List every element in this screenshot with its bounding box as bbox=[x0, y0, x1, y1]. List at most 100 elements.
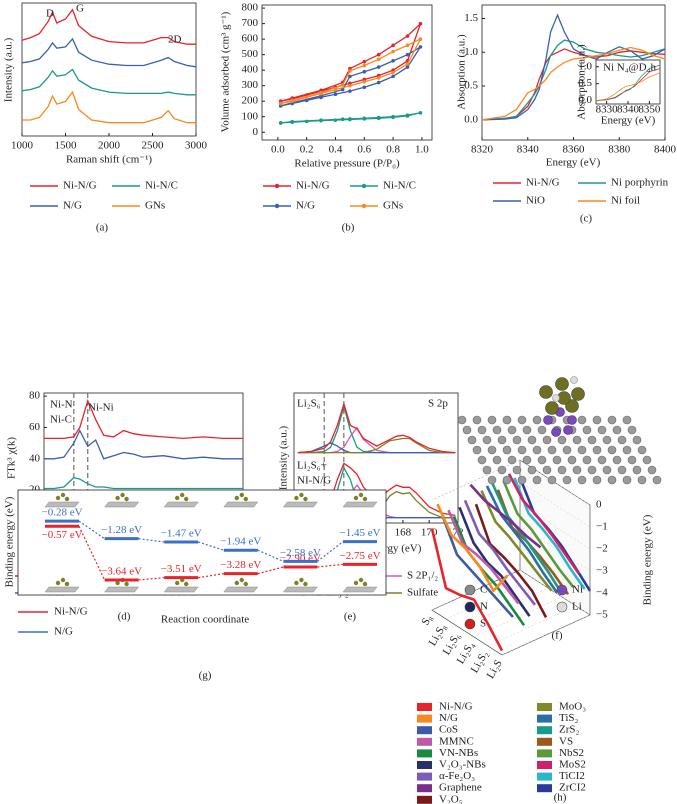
sulfur-atom bbox=[539, 385, 553, 399]
x-axis-title: Energy (eV) bbox=[546, 157, 601, 169]
data-point bbox=[348, 83, 352, 88]
y-tick-label: −3 bbox=[596, 565, 608, 577]
line-series bbox=[22, 90, 196, 124]
carbon-atom bbox=[592, 475, 602, 485]
x-tick-label: 1.0 bbox=[415, 144, 429, 156]
carbon-atom bbox=[587, 465, 597, 475]
legend-swatch bbox=[537, 749, 552, 758]
data-point bbox=[340, 87, 345, 92]
connector bbox=[198, 573, 224, 579]
x-tick-label: 8380 bbox=[608, 144, 631, 156]
y-tick-label: 0.5 bbox=[578, 77, 592, 89]
carbon-atom bbox=[602, 435, 612, 445]
x-tick-label: 2500 bbox=[142, 140, 165, 152]
structure-icon bbox=[163, 586, 199, 593]
line-series bbox=[595, 64, 661, 101]
carbon-atom bbox=[482, 465, 492, 475]
structure-atom bbox=[115, 495, 120, 501]
structure-atom bbox=[358, 492, 364, 498]
carbon-atom bbox=[482, 435, 492, 445]
data-point bbox=[391, 114, 395, 119]
carbon-atom bbox=[502, 445, 512, 455]
y-tick-label: 300 bbox=[242, 79, 259, 91]
structure-icon bbox=[282, 501, 318, 508]
carbon-atom bbox=[542, 435, 552, 445]
data-point bbox=[405, 113, 410, 117]
value-label: −0.28 eV bbox=[41, 507, 82, 519]
line-series bbox=[491, 482, 564, 596]
carbon-atom bbox=[497, 435, 507, 445]
y-tick-label: 1.0 bbox=[464, 46, 478, 58]
data-point bbox=[278, 101, 283, 106]
y-axis-title: Intensity (a.u.) bbox=[278, 425, 290, 490]
legend-label: Ni bbox=[572, 584, 583, 596]
carbon-atom bbox=[512, 435, 522, 445]
line-series bbox=[21, 37, 197, 68]
data-point bbox=[405, 52, 410, 57]
value-label: −1.47 eV bbox=[161, 528, 202, 540]
carbon-atom bbox=[502, 415, 512, 425]
value-label: −1.28 eV bbox=[101, 524, 142, 536]
structure-atom bbox=[353, 495, 359, 501]
carbon-atom bbox=[557, 435, 567, 445]
legend-atom bbox=[556, 584, 568, 596]
carbon-atom bbox=[527, 465, 537, 475]
data-point bbox=[376, 57, 381, 62]
y-tick-label: 1.5 bbox=[464, 12, 478, 24]
carbon-atom bbox=[492, 425, 502, 435]
carbon-atom bbox=[562, 475, 572, 485]
structure-icon bbox=[44, 501, 80, 508]
carbon-atom bbox=[577, 415, 587, 425]
x-tick-label: 0.0 bbox=[271, 144, 285, 156]
legend-swatch bbox=[537, 703, 552, 711]
x-tick-label: 8340 bbox=[617, 104, 640, 116]
legend-label: NiO bbox=[526, 195, 545, 207]
annotation: G bbox=[76, 3, 84, 15]
legend-label: Ni-N/G bbox=[54, 606, 88, 618]
carbon-atom bbox=[537, 425, 547, 435]
line-series bbox=[502, 480, 575, 589]
carbon-atom bbox=[567, 455, 577, 465]
structure-atom bbox=[55, 580, 61, 586]
carbon-atom bbox=[597, 425, 607, 435]
line-series bbox=[507, 473, 581, 575]
line-series bbox=[44, 398, 243, 440]
legend-swatch bbox=[537, 714, 552, 723]
nickel-atom bbox=[543, 415, 553, 425]
legend-label: VS bbox=[559, 735, 573, 747]
carbon-atom bbox=[577, 475, 587, 485]
carbon-atom bbox=[487, 445, 497, 455]
structure-atom bbox=[64, 581, 70, 587]
carbon-atom bbox=[462, 425, 472, 435]
y-tick-label: 400 bbox=[242, 64, 259, 76]
structure-atom bbox=[234, 495, 239, 501]
annotation: S 2p bbox=[428, 398, 448, 410]
data-point bbox=[376, 80, 381, 85]
annotation: Ni N₄@D₄h bbox=[603, 62, 656, 74]
x-tick-label: 8330 bbox=[596, 104, 619, 116]
value-label: −3.51 eV bbox=[161, 563, 202, 575]
legend-label: GNs bbox=[145, 200, 165, 212]
y-tick-label: 1.0 bbox=[578, 60, 592, 72]
carbon-atom bbox=[547, 445, 557, 455]
legend-label: MMNC bbox=[439, 735, 474, 747]
grid-line bbox=[519, 525, 591, 572]
annotation: Ni-N bbox=[50, 399, 73, 411]
legend-label: Li bbox=[572, 601, 582, 613]
y-tick-label: 100 bbox=[242, 110, 259, 122]
carbon-atom bbox=[542, 465, 552, 475]
legend-atom bbox=[556, 601, 568, 613]
structure-atom bbox=[64, 496, 70, 502]
depth-grid bbox=[501, 614, 591, 656]
carbon-atom bbox=[532, 445, 542, 455]
legend-swatch bbox=[417, 772, 432, 781]
carbon-atom bbox=[557, 465, 567, 475]
y-tick-label: −5 bbox=[596, 609, 608, 621]
y-tick-label: 0 bbox=[596, 499, 602, 511]
data-point bbox=[340, 117, 345, 122]
line-series bbox=[280, 37, 422, 105]
legend-label: Ni-N/C bbox=[383, 180, 416, 192]
connector bbox=[138, 538, 165, 543]
